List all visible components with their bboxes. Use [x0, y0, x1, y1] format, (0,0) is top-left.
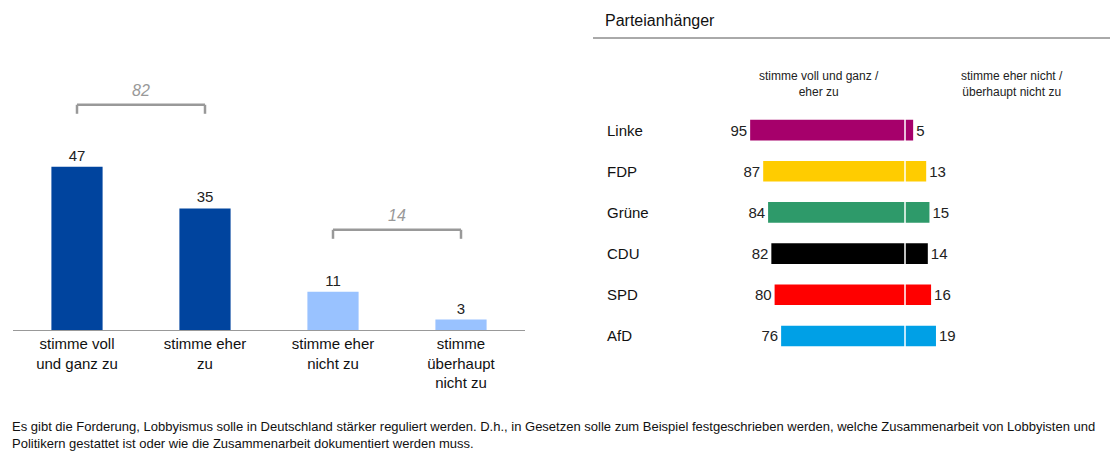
svg-text:SPD: SPD: [607, 286, 638, 303]
svg-text:14: 14: [931, 245, 948, 262]
svg-text:47: 47: [69, 147, 86, 164]
svg-text:19: 19: [939, 327, 956, 344]
svg-text:82: 82: [132, 82, 150, 99]
svg-text:13: 13: [929, 163, 946, 180]
svg-text:16: 16: [934, 286, 951, 303]
svg-text:stimme voll und ganz /eher zu: stimme voll und ganz /eher zu: [759, 69, 879, 99]
svg-text:FDP: FDP: [607, 163, 637, 180]
svg-text:15: 15: [932, 204, 949, 221]
svg-text:11: 11: [325, 272, 341, 289]
svg-text:stimme eherzu: stimme eherzu: [164, 335, 247, 372]
svg-text:84: 84: [748, 204, 765, 221]
svg-text:stimme ehernicht zu: stimme ehernicht zu: [292, 335, 375, 372]
svg-text:Linke: Linke: [607, 122, 643, 139]
svg-text:95: 95: [730, 122, 747, 139]
svg-text:14: 14: [388, 207, 406, 224]
svg-text:87: 87: [744, 163, 761, 180]
svg-text:Parteianhänger: Parteianhänger: [605, 12, 715, 29]
svg-text:80: 80: [755, 286, 772, 303]
svg-text:CDU: CDU: [607, 245, 640, 262]
html-text:Es gibt die Forderung, Lobbyis: Es gibt die Forderung, Lobbyismus solle …: [12, 419, 1096, 451]
svg-text:stimme vollund ganz zu: stimme vollund ganz zu: [36, 335, 118, 372]
svg-text:stimmeüberhauptnicht zu: stimmeüberhauptnicht zu: [427, 335, 495, 391]
svg-text:76: 76: [761, 327, 778, 344]
svg-text:35: 35: [197, 188, 214, 205]
svg-text:Grüne: Grüne: [607, 204, 649, 221]
svg-text:5: 5: [916, 122, 924, 139]
svg-text:3: 3: [457, 300, 465, 317]
svg-text:82: 82: [752, 245, 769, 262]
svg-text:AfD: AfD: [607, 327, 632, 344]
svg-text:stimme eher nicht /überhaupt n: stimme eher nicht /überhaupt nicht zu: [961, 69, 1063, 99]
